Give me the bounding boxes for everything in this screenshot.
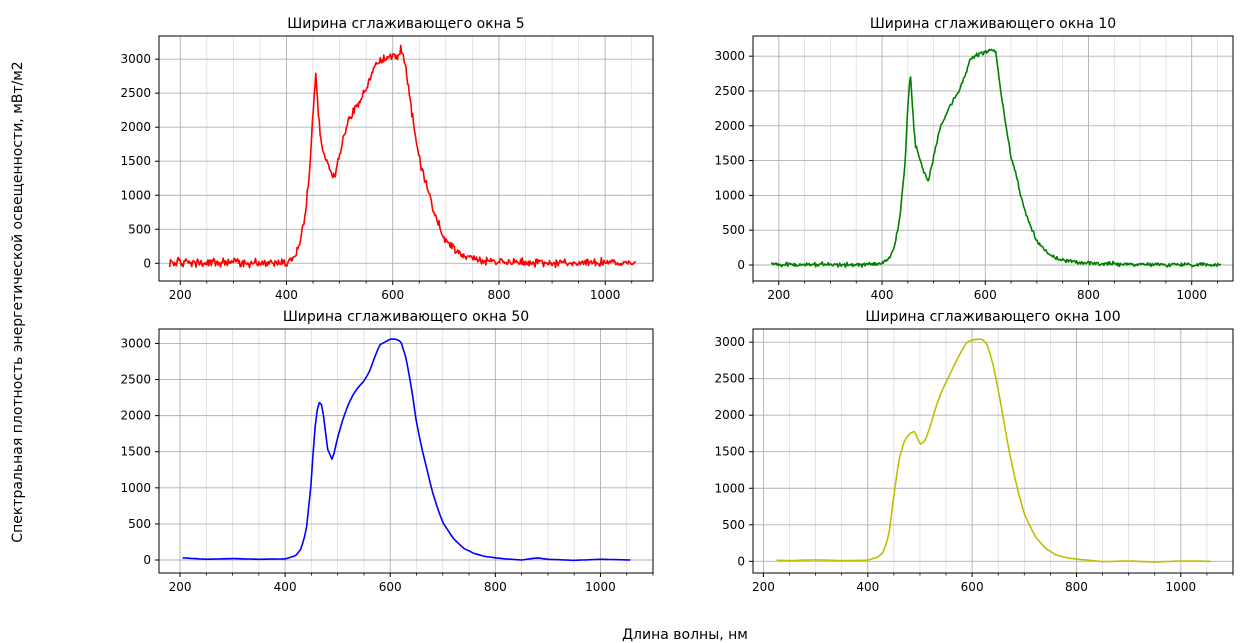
y-tick-label: 1500 xyxy=(120,445,151,459)
grid xyxy=(159,36,653,281)
subplot-1: 200 400 600 800 1000 0 500 1000 1500 2000 2500 3000… xyxy=(120,16,654,302)
x-tick-label: 800 xyxy=(488,288,511,302)
series-line xyxy=(776,338,1211,563)
y-tick-label: 0 xyxy=(143,256,151,270)
x-tick-label: 600 xyxy=(961,580,984,594)
axes-frame xyxy=(158,35,654,282)
y-tick-label: 2000 xyxy=(714,119,745,133)
y-tick-label: 500 xyxy=(128,517,151,531)
y-tick-label: 1000 xyxy=(714,188,745,202)
y-tick-label: 3000 xyxy=(714,49,745,63)
x-tick-label: 400 xyxy=(274,580,297,594)
subplot-2: 200 400 600 800 1000 0 500 1000 1500 2000 2500 3000… xyxy=(714,16,1234,302)
y-tick-label: 500 xyxy=(722,223,745,237)
y-tick-label: 2500 xyxy=(120,373,151,387)
y-tick-label: 2000 xyxy=(120,120,151,134)
x-tick-label: 1000 xyxy=(1166,580,1197,594)
grid xyxy=(159,329,654,573)
x-tick-label: 600 xyxy=(381,288,404,302)
series-line xyxy=(182,338,631,562)
subplot-4: 200 400 600 800 1000 0 500 1000 1500 2000 2500 3000… xyxy=(714,309,1234,594)
y-tick-label: 1000 xyxy=(120,188,151,202)
y-tick-label: 2500 xyxy=(120,86,151,100)
x-tick-label: 200 xyxy=(767,288,790,302)
y-tick-label: 500 xyxy=(128,222,151,236)
axes-frame xyxy=(158,328,654,574)
y-tick-label: 2000 xyxy=(120,409,151,423)
x-tick-label: 400 xyxy=(856,580,879,594)
x-tick-label: 400 xyxy=(275,288,298,302)
series-line xyxy=(168,44,637,269)
grid xyxy=(752,36,1233,281)
x-tick-label: 200 xyxy=(752,580,775,594)
x-tick-label: 800 xyxy=(1065,580,1088,594)
y-tick-label: 3000 xyxy=(120,336,151,350)
y-tick-label: 3000 xyxy=(714,335,745,349)
x-tick-label: 200 xyxy=(169,580,192,594)
series-line xyxy=(770,48,1222,269)
figure-xlabel: Длина волны, нм xyxy=(622,627,748,643)
y-tick-label: 0 xyxy=(737,258,745,272)
y-tick-label: 2500 xyxy=(714,84,745,98)
y-tick-label: 1000 xyxy=(714,481,745,495)
x-tick-label: 1000 xyxy=(585,580,616,594)
subplot-title: Ширина сглаживающего окна 5 xyxy=(287,16,524,32)
subplot-title: Ширина сглаживающего окна 100 xyxy=(865,309,1120,325)
x-tick-label: 200 xyxy=(169,288,192,302)
axes-frame xyxy=(752,328,1234,574)
axes-frame xyxy=(752,35,1234,282)
x-tick-label: 1000 xyxy=(590,288,621,302)
x-tick-label: 1000 xyxy=(1176,288,1207,302)
figure-ylabel: Спектральная плотность энергетической ос… xyxy=(10,61,26,542)
x-tick-label: 600 xyxy=(379,580,402,594)
y-tick-label: 2000 xyxy=(714,408,745,422)
subplot-title: Ширина сглаживающего окна 10 xyxy=(870,16,1116,32)
x-tick-label: 800 xyxy=(1077,288,1100,302)
y-tick-label: 500 xyxy=(722,518,745,532)
y-tick-label: 1500 xyxy=(714,445,745,459)
subplots: 200 400 600 800 1000050010001500200025003000… xyxy=(120,16,1234,594)
y-tick-label: 3000 xyxy=(120,52,151,66)
y-tick-label: 0 xyxy=(143,553,151,567)
y-tick-label: 1500 xyxy=(714,154,745,168)
x-tick-label: 400 xyxy=(871,288,894,302)
subplot-title: Ширина сглаживающего окна 50 xyxy=(283,309,529,325)
x-tick-label: 600 xyxy=(974,288,997,302)
y-tick-label: 1500 xyxy=(120,154,151,168)
y-tick-label: 2500 xyxy=(714,372,745,386)
y-tick-label: 0 xyxy=(737,554,745,568)
y-tick-label: 1000 xyxy=(120,481,151,495)
subplot-3: 200 400 600 800 1000 0 500 1000 1500 2000 2500 3000… xyxy=(120,309,654,594)
x-tick-label: 800 xyxy=(484,580,507,594)
